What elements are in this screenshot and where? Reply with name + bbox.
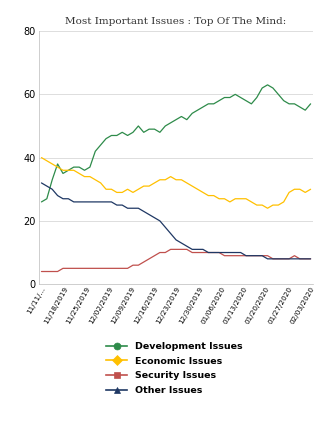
Title: Most Important Issues : Top Of The Mind:: Most Important Issues : Top Of The Mind: — [66, 17, 287, 26]
Legend: Development Issues, Economic Issues, Security Issues, Other Issues: Development Issues, Economic Issues, Sec… — [99, 334, 250, 403]
